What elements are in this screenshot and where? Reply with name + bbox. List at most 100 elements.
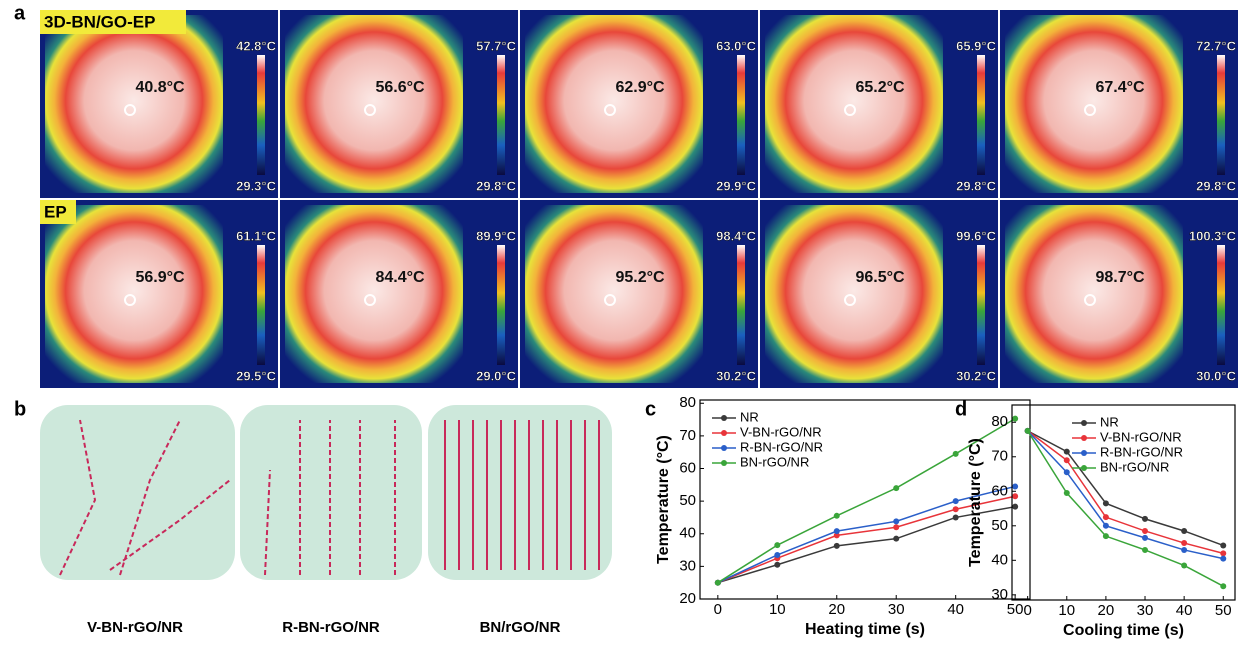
data-point (1220, 583, 1226, 589)
y-tick-label: 20 (679, 590, 696, 607)
data-point (1064, 449, 1070, 455)
thermal-image (525, 15, 703, 193)
data-point (1064, 457, 1070, 463)
legend-label: BN-rGO/NR (1100, 459, 1169, 474)
color-bar (977, 55, 985, 175)
center-temp: 67.4°C (1095, 79, 1145, 96)
legend-marker (721, 415, 727, 421)
legend-label: BN-rGO/NR (740, 454, 809, 469)
y-tick-label: 50 (991, 517, 1008, 534)
y-tick-label: 50 (679, 492, 696, 509)
panel-label: b (14, 398, 26, 420)
y-tick-label: 70 (991, 448, 1008, 465)
legend-marker (1081, 465, 1087, 471)
color-bar (737, 245, 745, 365)
data-point (1012, 483, 1018, 489)
center-temp: 98.7°C (1095, 269, 1145, 286)
y-axis-label: Temperature (°C) (967, 438, 984, 567)
x-tick-label: 50 (1007, 601, 1024, 618)
x-tick-label: 20 (828, 601, 845, 618)
x-tick-label: 40 (947, 601, 964, 618)
color-bar (497, 245, 505, 365)
center-temp: 65.2°C (855, 79, 905, 96)
legend-label: R-BN-rGO/NR (1100, 444, 1183, 459)
data-point (1142, 528, 1148, 534)
y-axis-label: Temperature (°C) (655, 435, 672, 564)
max-temp: 99.6°C (956, 228, 997, 243)
y-tick-label: 30 (991, 586, 1008, 603)
data-point (953, 506, 959, 512)
legend-marker (721, 430, 727, 436)
thermal-image (1005, 15, 1183, 193)
data-point (953, 514, 959, 520)
panel-label: a (14, 2, 26, 24)
thermal-image (1005, 205, 1183, 383)
center-temp: 62.9°C (615, 79, 665, 96)
y-tick-label: 40 (679, 525, 696, 542)
legend-marker (721, 460, 727, 466)
y-tick-label: 60 (991, 482, 1008, 499)
legend-label: R-BN-rGO/NR (740, 439, 823, 454)
x-tick-label: 30 (1137, 602, 1154, 619)
x-tick-label: 50 (1215, 602, 1232, 619)
max-temp: 89.9°C (476, 228, 517, 243)
y-tick-label: 70 (679, 427, 696, 444)
x-tick-label: 10 (769, 601, 786, 618)
y-tick-label: 30 (679, 557, 696, 574)
color-bar (1217, 245, 1225, 365)
data-point (1181, 540, 1187, 546)
thermal-image (765, 15, 943, 193)
data-point (715, 580, 721, 586)
data-point (1025, 428, 1031, 434)
min-temp: 29.8°C (956, 178, 997, 193)
max-temp: 100.3°C (1189, 228, 1237, 243)
min-temp: 29.8°C (1196, 178, 1237, 193)
thermal-image (285, 205, 463, 383)
x-axis-label: Cooling time (s) (1063, 622, 1184, 639)
data-point (1142, 516, 1148, 522)
data-point (774, 562, 780, 568)
color-bar (257, 245, 265, 365)
data-point (893, 485, 899, 491)
x-tick-label: 30 (888, 601, 905, 618)
max-temp: 57.7°C (476, 38, 517, 53)
figure: abcd42.8°C29.3°C40.8°C57.7°C29.8°C56.6°C… (0, 0, 1241, 641)
color-bar (977, 245, 985, 365)
schematic-label: R-BN-rGO/NR (282, 619, 380, 636)
legend-label: NR (1100, 414, 1119, 429)
legend-label: V-BN-rGO/NR (1100, 429, 1182, 444)
thermal-image (45, 205, 223, 383)
center-temp: 96.5°C (855, 269, 905, 286)
data-point (1012, 493, 1018, 499)
data-point (1181, 562, 1187, 568)
min-temp: 29.9°C (716, 178, 757, 193)
schematic-label: V-BN-rGO/NR (87, 619, 183, 636)
color-bar (257, 55, 265, 175)
data-point (1220, 542, 1226, 548)
y-tick-label: 80 (679, 394, 696, 411)
min-temp: 30.2°C (716, 368, 757, 383)
data-point (1064, 469, 1070, 475)
schematic-shapes (40, 405, 612, 580)
data-point (893, 518, 899, 524)
y-tick-label: 80 (991, 413, 1008, 430)
row-label: EP (44, 202, 67, 221)
data-point (1103, 523, 1109, 529)
center-temp: 56.6°C (375, 79, 425, 96)
x-tick-label: 10 (1058, 602, 1075, 619)
legend-label: V-BN-rGO/NR (740, 424, 822, 439)
data-point (1012, 504, 1018, 510)
max-temp: 65.9°C (956, 38, 997, 53)
max-temp: 63.0°C (716, 38, 757, 53)
min-temp: 29.3°C (236, 178, 277, 193)
center-temp: 56.9°C (135, 269, 185, 286)
center-temp: 84.4°C (375, 269, 425, 286)
data-point (774, 542, 780, 548)
color-bar (497, 55, 505, 175)
x-tick-label: 0 (1023, 602, 1031, 619)
data-point (1220, 550, 1226, 556)
data-point (1064, 490, 1070, 496)
data-point (893, 536, 899, 542)
max-temp: 42.8°C (236, 38, 277, 53)
data-point (834, 528, 840, 534)
